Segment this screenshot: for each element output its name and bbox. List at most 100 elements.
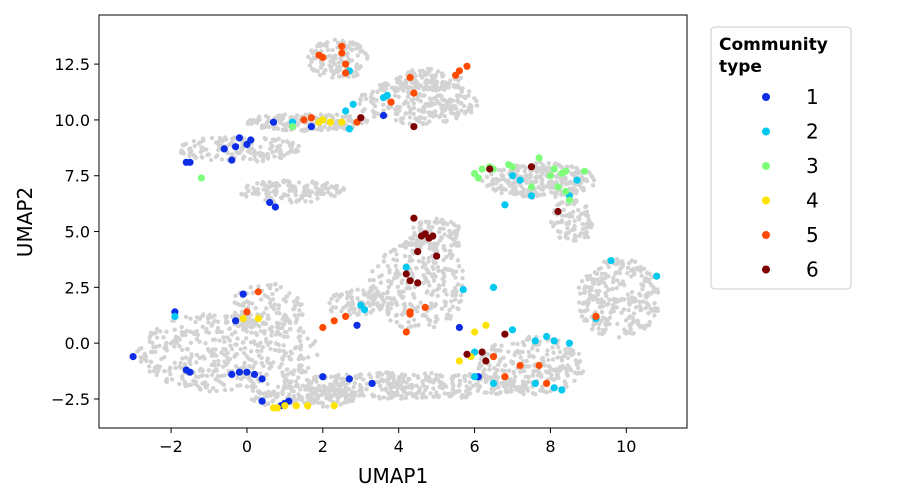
background-cell-point <box>282 382 288 387</box>
background-cell-point <box>411 85 417 90</box>
background-cell-point <box>569 171 574 177</box>
background-cell-point <box>426 219 432 225</box>
background-cell-point <box>287 319 292 324</box>
background-cell-point <box>402 301 407 306</box>
background-cell-point <box>442 232 447 237</box>
background-cell-point <box>367 277 372 283</box>
background-cell-point <box>572 199 578 204</box>
background-cell-point <box>259 361 264 366</box>
background-cell-point <box>267 180 272 185</box>
background-cell-point <box>292 368 297 373</box>
background-cell-point <box>313 376 319 381</box>
background-cell-point <box>438 380 444 385</box>
background-cell-point <box>270 137 276 142</box>
background-cell-point <box>289 200 294 205</box>
background-cell-point <box>333 53 338 58</box>
background-cell-point <box>349 47 354 52</box>
community-3-point <box>197 174 205 182</box>
background-cell-point <box>583 231 589 236</box>
background-cell-point <box>436 283 442 288</box>
background-cell-point <box>257 150 262 155</box>
background-cell-point <box>293 384 299 389</box>
background-cell-point <box>481 368 486 373</box>
background-cell-point <box>295 149 300 154</box>
background-cell-point <box>442 274 447 279</box>
legend-label: 3 <box>806 154 819 178</box>
background-cell-point <box>439 374 445 379</box>
background-cell-point <box>379 372 385 377</box>
background-cell-point <box>355 296 360 301</box>
background-cell-point <box>297 308 302 313</box>
background-cell-point <box>467 391 473 396</box>
background-cell-point <box>330 48 335 53</box>
background-cell-point <box>163 378 169 384</box>
background-cell-point <box>274 189 279 195</box>
background-cell-point <box>233 352 238 357</box>
background-cell-point <box>368 310 373 315</box>
background-cell-point <box>215 373 221 379</box>
background-cell-point <box>352 380 357 386</box>
background-cell-point <box>242 374 247 380</box>
background-cell-point <box>459 100 464 106</box>
background-cell-point <box>421 383 426 388</box>
background-cell-point <box>264 189 269 195</box>
background-cell-point <box>437 101 442 107</box>
background-cell-point <box>604 293 609 299</box>
background-cell-point <box>386 370 391 375</box>
background-cell-point <box>582 290 587 295</box>
background-cell-point <box>258 144 263 150</box>
background-cell-point <box>428 110 433 116</box>
background-cell-point <box>420 121 425 126</box>
background-cell-point <box>385 309 390 314</box>
background-cell-point <box>602 329 607 335</box>
background-cell-point <box>411 317 417 322</box>
background-cell-point <box>633 259 638 264</box>
background-cell-point <box>652 301 657 306</box>
background-cell-point <box>146 364 152 369</box>
background-cell-point <box>277 326 282 331</box>
x-tick-label: 8 <box>545 437 555 456</box>
background-cell-point <box>639 273 644 278</box>
community-1-point <box>243 368 251 376</box>
background-cell-point <box>435 241 440 246</box>
background-cell-point <box>578 291 583 296</box>
background-cell-point <box>456 226 461 231</box>
background-cell-point <box>350 299 355 304</box>
background-cell-point <box>293 320 298 325</box>
background-cell-point <box>545 348 550 353</box>
background-cell-point <box>463 109 469 114</box>
background-cell-point <box>420 313 425 318</box>
background-cell-point <box>207 389 212 394</box>
community-1-point <box>228 370 236 378</box>
background-cell-point <box>180 356 185 361</box>
background-cell-point <box>264 120 270 125</box>
background-cell-point <box>428 80 433 85</box>
background-cell-point <box>515 341 520 347</box>
community-1-point <box>129 353 137 361</box>
background-cell-point <box>275 391 280 396</box>
background-cell-point <box>576 351 582 356</box>
community-3-point <box>535 154 543 162</box>
background-cell-point <box>260 345 265 350</box>
background-cell-point <box>582 226 587 231</box>
background-cell-point <box>234 342 239 347</box>
background-cell-point <box>578 308 583 313</box>
background-cell-point <box>565 225 570 231</box>
background-cell-point <box>356 43 361 48</box>
background-cell-point <box>452 223 458 228</box>
background-cell-point <box>591 281 597 286</box>
background-cell-point <box>616 335 622 340</box>
background-cell-point <box>474 103 480 108</box>
background-cell-point <box>436 268 441 273</box>
background-cell-point <box>284 127 289 133</box>
background-cell-point <box>427 96 433 101</box>
background-cell-point <box>431 324 437 330</box>
background-cell-point <box>317 72 323 78</box>
background-cell-point <box>394 300 399 305</box>
background-cell-point <box>394 275 400 280</box>
background-cell-point <box>293 379 299 384</box>
background-cell-point <box>381 291 386 297</box>
background-cell-point <box>421 256 426 261</box>
background-cell-point <box>420 392 425 397</box>
legend-entry-2: 2 <box>762 120 819 144</box>
